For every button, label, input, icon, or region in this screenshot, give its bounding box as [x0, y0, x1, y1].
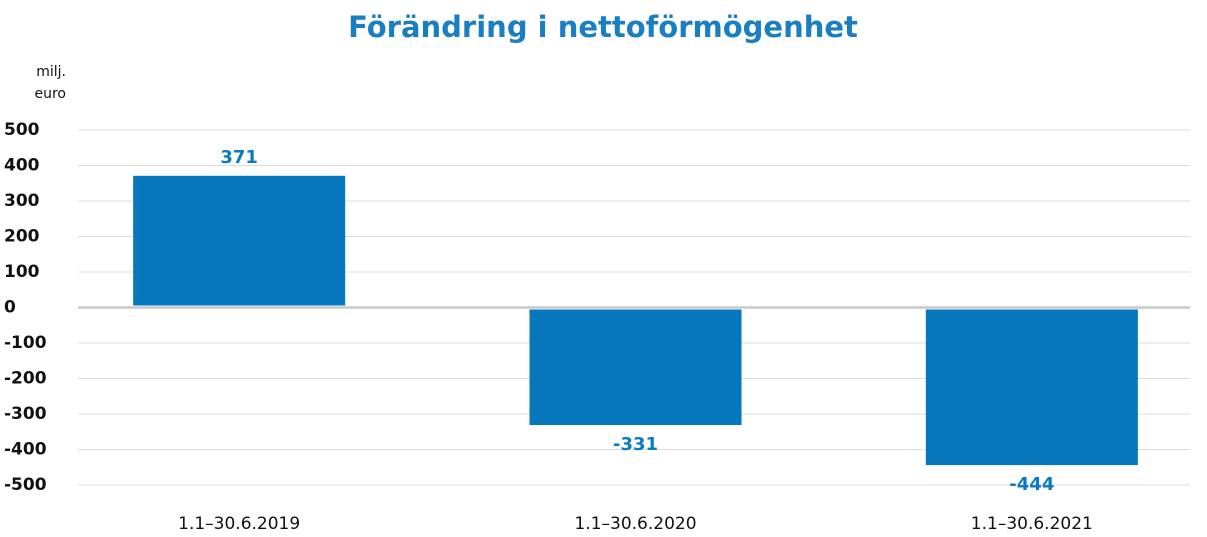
data-label: -444 [1009, 474, 1054, 495]
y-axis-label: milj. [36, 64, 66, 80]
y-tick-label: 400 [4, 156, 40, 176]
data-label: -331 [613, 434, 658, 455]
y-tick-label: 200 [4, 227, 40, 247]
y-tick-label: 100 [4, 262, 40, 282]
y-tick-label: 0 [4, 298, 16, 318]
y-tick-label: -500 [4, 475, 47, 495]
x-tick-label: 1.1–30.6.2020 [574, 514, 696, 534]
y-tick-label: -400 [4, 440, 47, 460]
data-label: 371 [220, 147, 258, 168]
bar [529, 309, 742, 426]
y-tick-label: -300 [4, 404, 47, 424]
y-tick-label: -100 [4, 333, 47, 353]
x-tick-label: 1.1–30.6.2019 [178, 514, 300, 534]
y-axis-label: euro [35, 86, 67, 102]
y-tick-label: 300 [4, 191, 40, 211]
x-tick-label: 1.1–30.6.2021 [971, 514, 1093, 534]
y-tick-label: 500 [4, 120, 40, 140]
bar [925, 309, 1138, 466]
bar [133, 175, 346, 306]
chart-title: Förändring i nettoförmögenhet [348, 10, 858, 44]
y-tick-label: -200 [4, 369, 47, 389]
